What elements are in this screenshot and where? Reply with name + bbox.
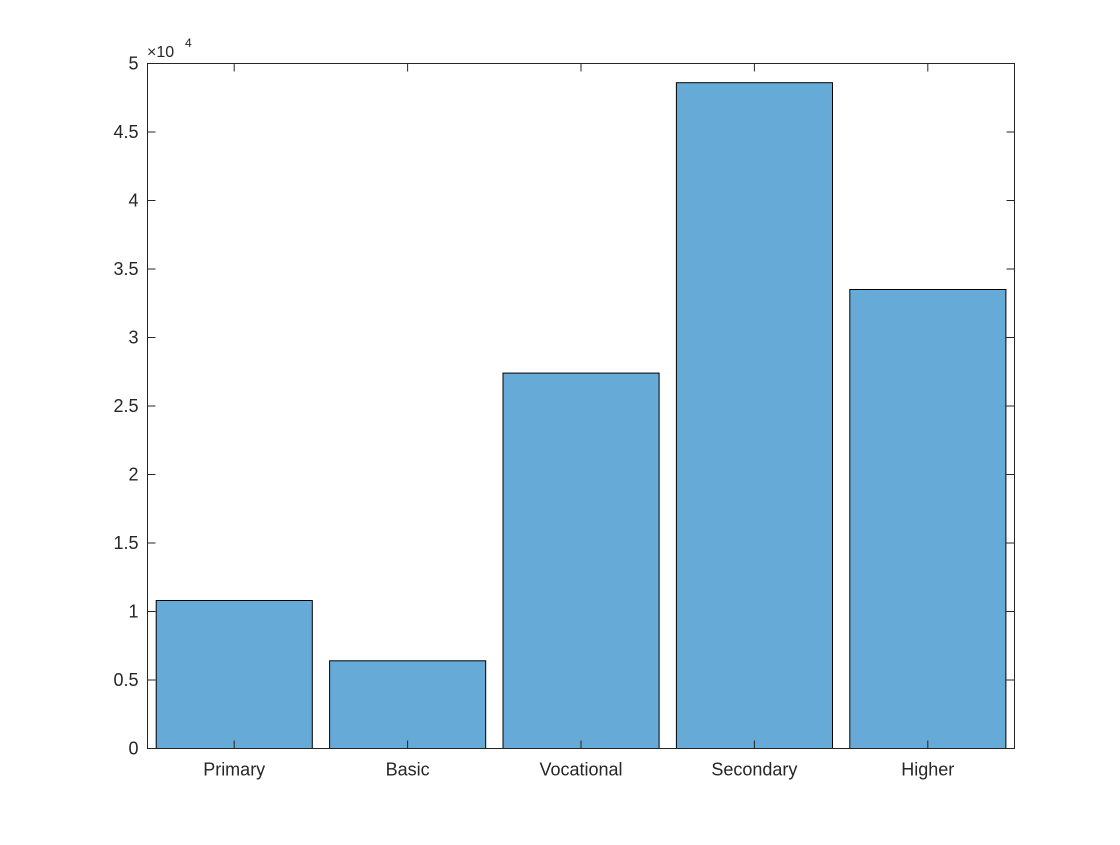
x-tick-label: Secondary [711,760,797,780]
y-tick-label: 1.5 [113,533,138,553]
y-axis: 0 0.5 1 1.5 2 2.5 3 3.5 4 4.5 5 [113,54,1015,759]
x-tick-label: Basic [386,760,430,780]
y-tick-label: 1 [128,602,138,622]
bar-primary [155,600,313,749]
x-axis: Primary Basic Vocational Secondary Higher [203,63,954,780]
bar-higher [849,289,1007,749]
bar-secondary [675,82,834,749]
bar-vocational [502,372,660,749]
y-tick-label: 4 [128,191,138,211]
y-tick-label: 2 [128,465,138,485]
y-tick-label: 3 [128,328,138,348]
y-tick-label: 0 [128,739,138,759]
bar-basic [329,660,487,749]
x-tick-label: Higher [901,760,954,780]
y-tick-label: 2.5 [113,396,138,416]
y-tick-label: 4.5 [113,122,138,142]
x-tick-label: Primary [203,760,265,780]
y-axis-exponent: ×10 4 [147,36,192,61]
y-tick-label: 0.5 [113,670,138,690]
x-tick-label: Vocational [539,760,622,780]
y-exponent-power: 4 [185,36,192,50]
bars-layer [155,82,1007,749]
y-tick-label: 5 [128,54,138,74]
y-tick-label: 3.5 [113,259,138,279]
y-exponent-base: ×10 [147,44,174,61]
